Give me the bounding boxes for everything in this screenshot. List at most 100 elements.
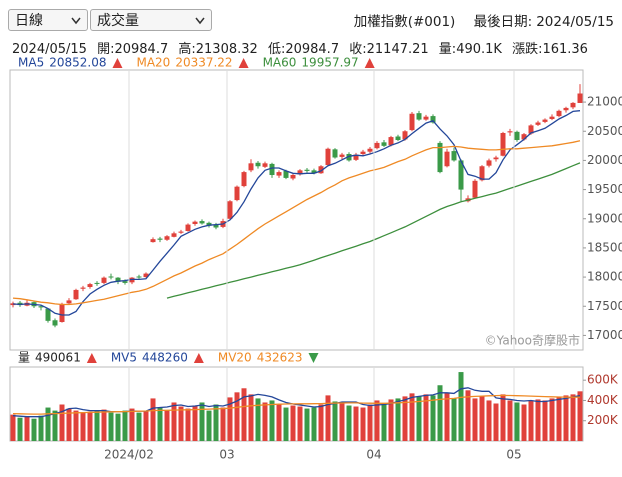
candle-body xyxy=(423,116,429,120)
info-value: 20984.7 xyxy=(285,42,340,57)
volume-bar xyxy=(472,398,478,441)
trend-arrow xyxy=(112,58,123,68)
candle-body xyxy=(346,154,352,161)
volume-bar xyxy=(199,402,205,441)
info-label: 量: xyxy=(438,42,457,57)
y-tick-label: 200K xyxy=(587,413,619,427)
candle-body xyxy=(570,102,576,108)
x-tick-label: 05 xyxy=(506,448,521,462)
info-date: 2024/05/15 xyxy=(12,42,87,57)
candle-body xyxy=(360,151,366,154)
volume-bar xyxy=(94,410,100,441)
volume-bar xyxy=(570,394,576,441)
candle-body xyxy=(542,119,548,122)
legend-name: MV5 xyxy=(111,351,137,365)
candle-body xyxy=(437,142,443,173)
volume-bar xyxy=(164,410,170,441)
candle-body xyxy=(94,282,100,284)
volume-bar xyxy=(465,390,471,441)
info-label: 漲跌: xyxy=(512,42,543,57)
info-value: 20984.7 xyxy=(114,42,169,57)
candle-body xyxy=(234,186,240,201)
y-tick-label: 21000 xyxy=(587,95,622,109)
candle-body xyxy=(59,303,65,322)
volume-bar xyxy=(108,412,114,441)
indicator-select[interactable]: 成交量 xyxy=(90,9,212,31)
legend-value: 20852.08 xyxy=(49,56,106,70)
candle-body xyxy=(430,116,436,123)
panel-frame xyxy=(9,69,584,351)
candle-body xyxy=(178,231,184,233)
candle-body xyxy=(332,149,338,158)
candle-body xyxy=(283,170,289,178)
volume-bar xyxy=(59,404,65,441)
volume-bar xyxy=(45,407,51,441)
volume-bar xyxy=(311,407,317,441)
candle-body xyxy=(213,224,219,228)
volume-bar xyxy=(234,392,240,441)
candle-body xyxy=(276,172,282,176)
volume-bar xyxy=(297,406,303,441)
candle-body xyxy=(479,166,485,181)
candle-body xyxy=(136,276,142,278)
volume-bar xyxy=(122,410,128,441)
legend-value: 490061 xyxy=(35,351,81,365)
trend-arrow xyxy=(238,58,249,68)
volume-bar xyxy=(10,414,16,441)
candle-body xyxy=(514,131,520,140)
volume-bar xyxy=(437,385,443,441)
info-value: 490.1K xyxy=(456,42,502,57)
candle-body xyxy=(192,221,198,224)
volume-bar xyxy=(556,397,562,441)
info-label: 開: xyxy=(97,42,115,57)
y-tick-label: 20000 xyxy=(587,153,622,167)
candle-body xyxy=(381,142,387,146)
volume-bar xyxy=(409,393,415,441)
volume-bar xyxy=(479,396,485,441)
candle-body xyxy=(409,113,415,131)
trend-arrow xyxy=(193,353,204,363)
volume-bar xyxy=(493,403,499,441)
candle-body xyxy=(269,163,275,175)
candle-body xyxy=(255,162,261,167)
candle-body xyxy=(185,224,191,231)
y-tick-label: 19500 xyxy=(587,182,622,196)
volume-bar xyxy=(262,402,268,441)
header: 加權指數(#001) 最後日期: 2024/05/15 xyxy=(350,10,614,30)
volume-bar xyxy=(66,408,72,441)
candle-body xyxy=(290,175,296,179)
y-tick-label: 17500 xyxy=(587,299,622,313)
candle-body xyxy=(199,221,205,224)
volume-bar xyxy=(283,407,289,441)
candle-body xyxy=(101,277,107,283)
candle-body xyxy=(444,151,450,167)
candle-body xyxy=(311,170,317,174)
volume-bar xyxy=(220,407,226,441)
info-label: 收: xyxy=(349,42,367,57)
volume-bar xyxy=(276,404,282,441)
candle-body xyxy=(45,308,51,321)
volume-bar xyxy=(535,399,541,441)
volume-bar xyxy=(444,393,450,441)
candle-body xyxy=(493,157,499,160)
candle-body xyxy=(206,222,212,226)
period-select[interactable]: 日線 xyxy=(8,9,88,31)
volume-bar xyxy=(157,407,163,441)
candle-body xyxy=(521,134,527,140)
candle-body xyxy=(87,284,93,287)
candle-body xyxy=(486,160,492,166)
index-title: 加權指數(#001) xyxy=(353,14,456,30)
y-tick-label: 19000 xyxy=(587,211,622,225)
candle-body xyxy=(353,154,359,160)
candle-body xyxy=(549,116,555,119)
legend-name: 量 xyxy=(18,351,30,365)
y-tick-label: 18500 xyxy=(587,240,622,254)
candle-body xyxy=(458,160,464,190)
volume-bar xyxy=(38,415,44,441)
volume-bar xyxy=(423,394,429,441)
legend-name: MA5 xyxy=(18,56,44,70)
trend-arrow xyxy=(308,353,319,363)
legend-value: 448260 xyxy=(142,351,188,365)
legend-name: MA20 xyxy=(136,56,170,70)
